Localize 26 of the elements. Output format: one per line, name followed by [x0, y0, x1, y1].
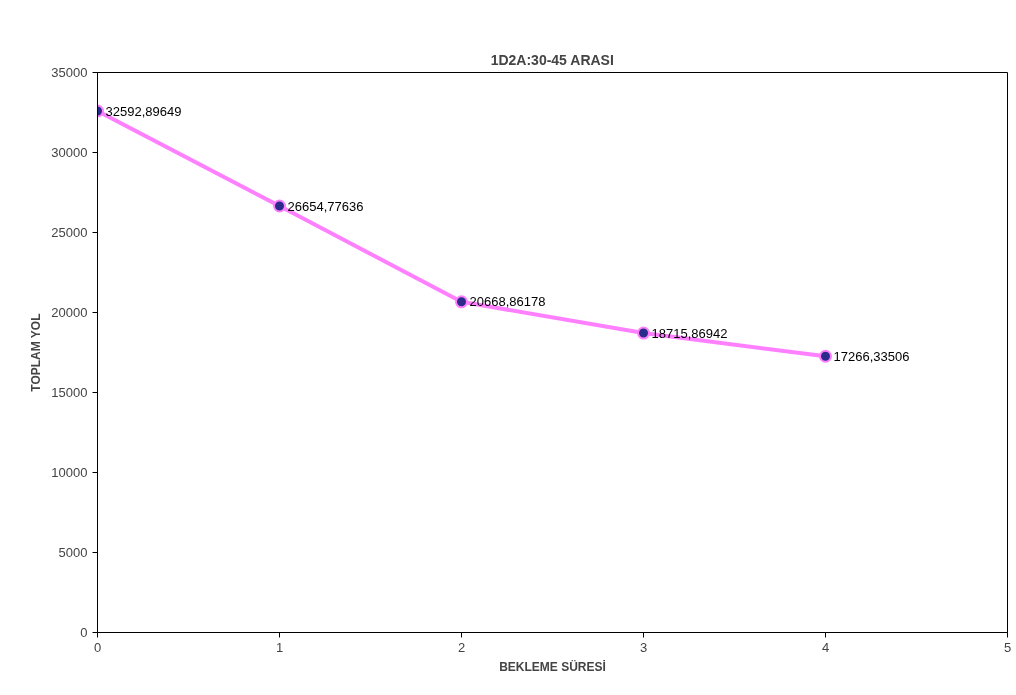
y-tick-label: 30000 [51, 145, 88, 160]
x-axis-title: BEKLEME SÜRESİ [499, 658, 606, 674]
data-label: 18715,86942 [651, 325, 728, 341]
x-tick-label: 3 [639, 639, 648, 655]
y-tick-label: 10000 [51, 465, 88, 480]
data-label: 20668,86178 [469, 294, 546, 310]
x-tick-label: 1 [275, 639, 284, 655]
point [455, 295, 468, 309]
data-label: 32592,89649 [105, 103, 182, 119]
chart-title: 1D2A:30-45 ARASI [490, 51, 614, 68]
y-tick-label: 20000 [51, 305, 88, 320]
y-tick-label: 5000 [58, 545, 88, 560]
point [819, 349, 832, 363]
y-tick-label: 25000 [51, 225, 88, 240]
data-label: 26654,77636 [287, 198, 364, 214]
x-tick-label: 5 [1003, 639, 1012, 655]
y-axis-title: TOPLAM YOL [29, 313, 44, 392]
x-tick-label: 4 [821, 639, 830, 655]
point [637, 326, 650, 340]
x-tick-label: 0 [93, 639, 102, 655]
x-tick-label: 2 [457, 639, 466, 655]
point [273, 199, 286, 213]
y-tick-label: 0 [80, 625, 88, 640]
y-tick-label: 35000 [51, 65, 88, 80]
data-label: 17266,33506 [833, 348, 910, 364]
y-tick-label: 15000 [51, 385, 88, 400]
